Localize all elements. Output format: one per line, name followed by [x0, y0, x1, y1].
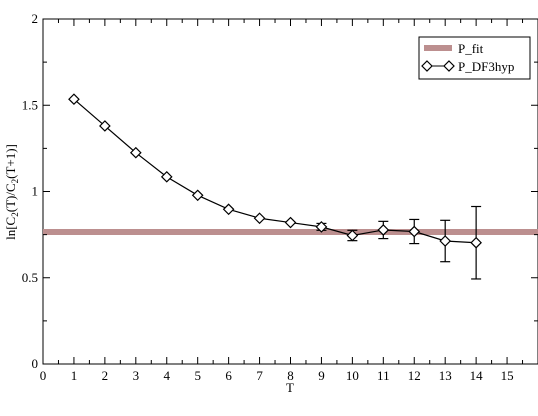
y-axis-label-part: (T)/C	[3, 183, 18, 212]
x-tick-label: 1	[71, 368, 78, 383]
x-tick-label: 7	[256, 368, 263, 383]
x-tick-label: 4	[164, 368, 171, 383]
data-point-marker	[160, 170, 173, 183]
legend-fit-label: P_fit	[458, 41, 484, 56]
data-point-marker	[439, 235, 452, 247]
x-tick-label: 13	[439, 368, 452, 383]
y-tick-label: 1.5	[22, 97, 38, 112]
x-tick-label: 0	[40, 368, 47, 383]
data-point-marker	[68, 93, 80, 106]
y-axis-label: ln[C2(T)/C2(T+1)]	[3, 144, 20, 240]
legend-box	[418, 36, 531, 80]
series-line	[73, 98, 477, 244]
y-tick-label: 2	[32, 11, 39, 26]
x-tick-label: 5	[194, 368, 201, 383]
data-point-marker	[222, 203, 235, 216]
data-point-marker	[408, 225, 421, 238]
y-axis-label-subscript: 2	[10, 179, 20, 184]
data-point-marker	[253, 212, 266, 225]
series-layer	[68, 93, 482, 280]
y-tick-label: 1	[32, 184, 39, 199]
data-point-marker	[470, 236, 482, 249]
legend-series-marker	[443, 60, 455, 72]
x-tick-label: 9	[318, 368, 325, 383]
x-axis-label: T	[286, 380, 294, 395]
x-tick-label: 11	[377, 368, 390, 383]
y-tick-label: 0	[32, 356, 39, 371]
x-tick-label: 10	[346, 368, 359, 383]
x-tick-label: 12	[408, 368, 421, 383]
data-point-marker	[129, 146, 142, 159]
data-point-marker	[346, 229, 359, 242]
legend-series-marker	[421, 60, 433, 72]
x-tick-label: 8	[287, 368, 294, 383]
x-tick-label: 15	[501, 368, 514, 383]
x-tick-label: 3	[133, 368, 140, 383]
legend: P_fit P_DF3hyp	[418, 36, 531, 80]
y-axis-label-part: (T+1)]	[3, 144, 18, 179]
y-axis-label-part: ln[C	[3, 217, 18, 240]
y-tick-label: 0.5	[22, 270, 38, 285]
legend-series-label: P_DF3hyp	[458, 59, 514, 74]
y-axis-label-subscript: 2	[10, 212, 20, 217]
data-point-marker	[191, 189, 204, 202]
x-tick-label: 14	[470, 368, 484, 383]
data-point-marker	[99, 120, 111, 132]
data-point-marker	[284, 216, 297, 229]
x-tick-label: 2	[102, 368, 109, 383]
data-point-marker	[315, 221, 328, 233]
x-tick-label: 6	[225, 368, 232, 383]
data-point-marker	[377, 224, 390, 236]
